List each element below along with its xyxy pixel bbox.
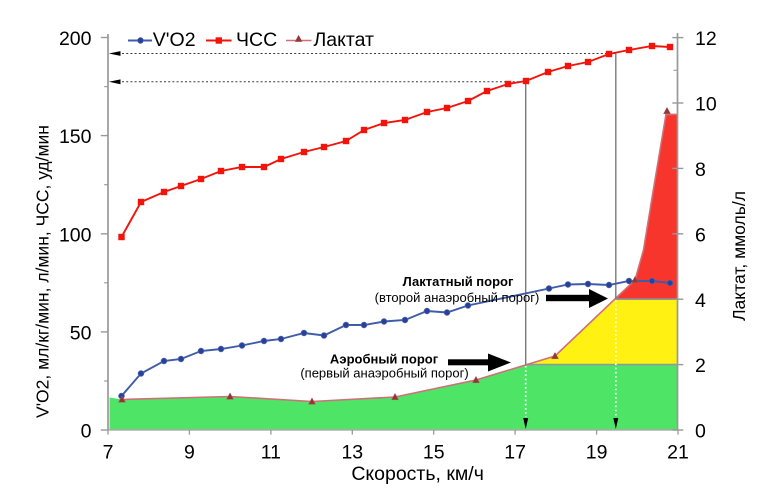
svg-text:ЧСС: ЧСС: [236, 29, 277, 51]
svg-text:(второй анаэробный порог): (второй анаэробный порог): [375, 290, 540, 305]
svg-text:150: 150: [59, 126, 92, 148]
svg-text:(первый анаэробный порог): (первый анаэробный порог): [300, 366, 468, 381]
svg-text:12: 12: [695, 28, 717, 50]
svg-text:19: 19: [586, 442, 608, 464]
svg-text:50: 50: [70, 323, 92, 345]
svg-text:V'O2: V'O2: [153, 29, 196, 51]
svg-text:6: 6: [695, 224, 706, 246]
svg-text:100: 100: [59, 224, 92, 246]
svg-text:21: 21: [667, 442, 689, 464]
svg-text:17: 17: [504, 442, 526, 464]
svg-text:Лактатный порог: Лактатный порог: [403, 274, 514, 289]
svg-text:Скорость, км/ч: Скорость, км/ч: [351, 463, 484, 485]
svg-text:0: 0: [81, 421, 92, 443]
svg-text:8: 8: [695, 159, 706, 181]
svg-text:7: 7: [103, 442, 114, 464]
svg-text:11: 11: [261, 442, 281, 464]
svg-text:Лактат, ммоль/л: Лактат, ммоль/л: [729, 191, 749, 321]
svg-text:Аэробный порог: Аэробный порог: [330, 352, 439, 367]
svg-text:15: 15: [423, 442, 445, 464]
svg-text:200: 200: [59, 28, 92, 50]
svg-text:V'O2, мл/кг/мин, л/мин, ЧСС, у: V'O2, мл/кг/мин, л/мин, ЧСС, уд/мин: [33, 125, 53, 418]
svg-text:2: 2: [695, 355, 706, 377]
svg-text:4: 4: [695, 290, 706, 312]
svg-text:Лактат: Лактат: [314, 29, 375, 51]
svg-text:0: 0: [695, 421, 706, 443]
svg-text:10: 10: [695, 94, 717, 116]
svg-text:9: 9: [184, 442, 195, 464]
svg-text:13: 13: [341, 442, 363, 464]
